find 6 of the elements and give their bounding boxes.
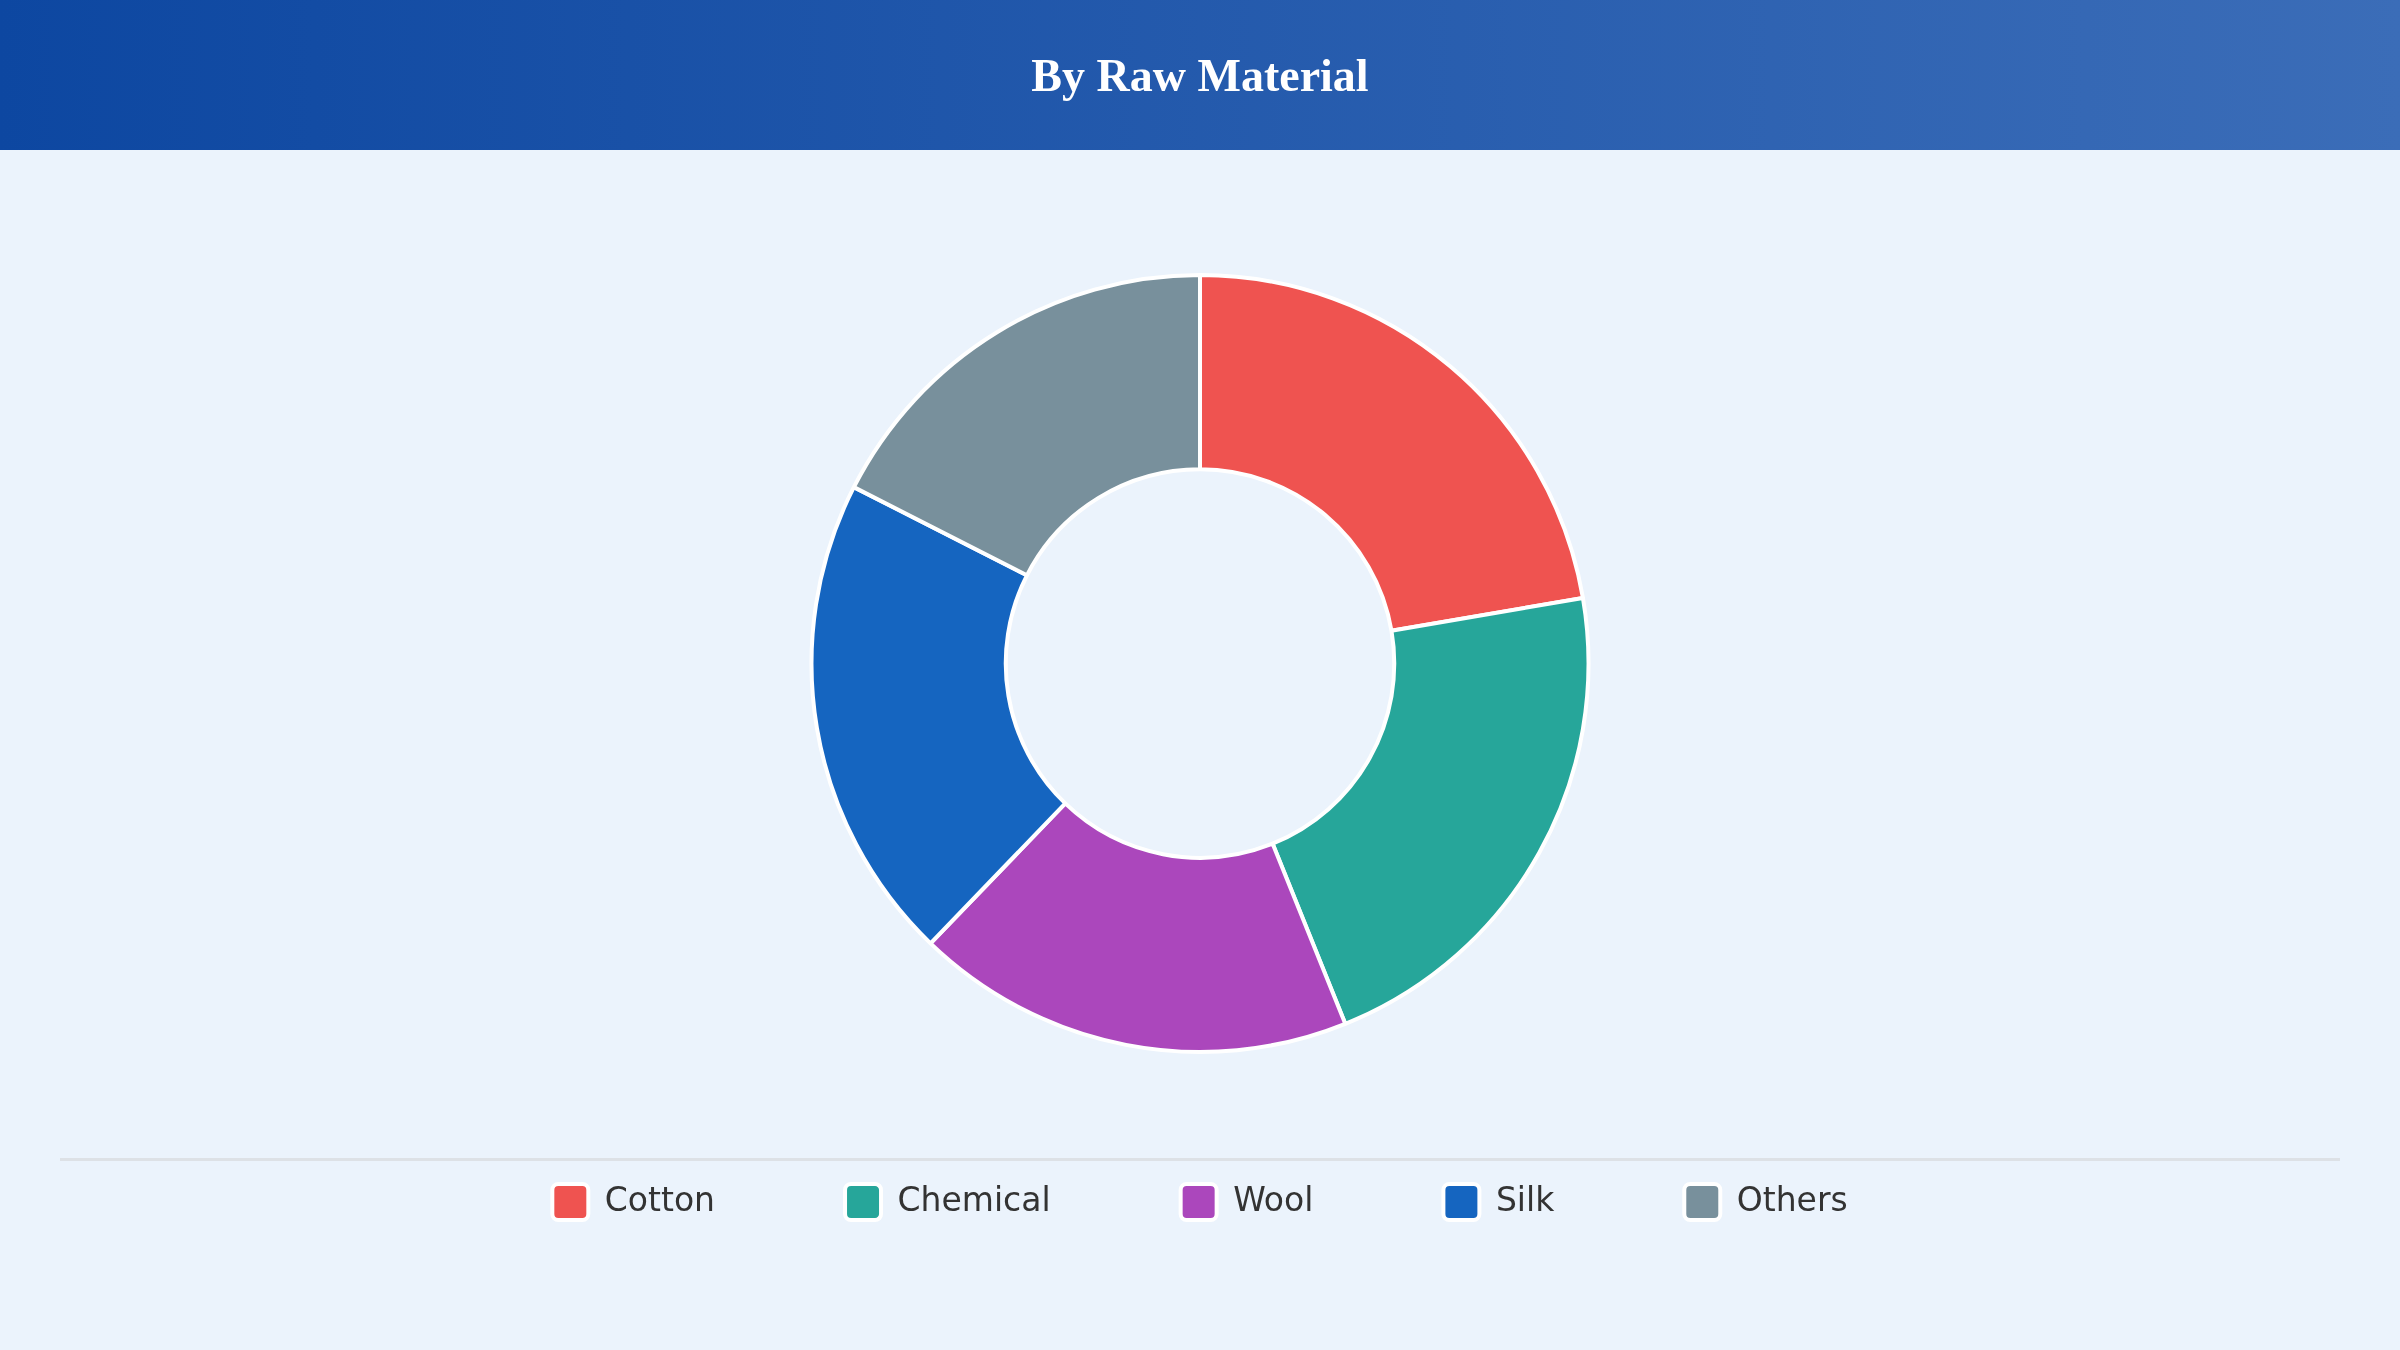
legend-label: Wool [1233,1179,1314,1219]
chart-title: By Raw Material [1031,48,1369,102]
legend-label: Others [1736,1179,1848,1219]
legend-label: Silk [1495,1179,1556,1219]
legend-label: Chemical [897,1179,1051,1219]
legend-label: Cotton [604,1179,716,1219]
